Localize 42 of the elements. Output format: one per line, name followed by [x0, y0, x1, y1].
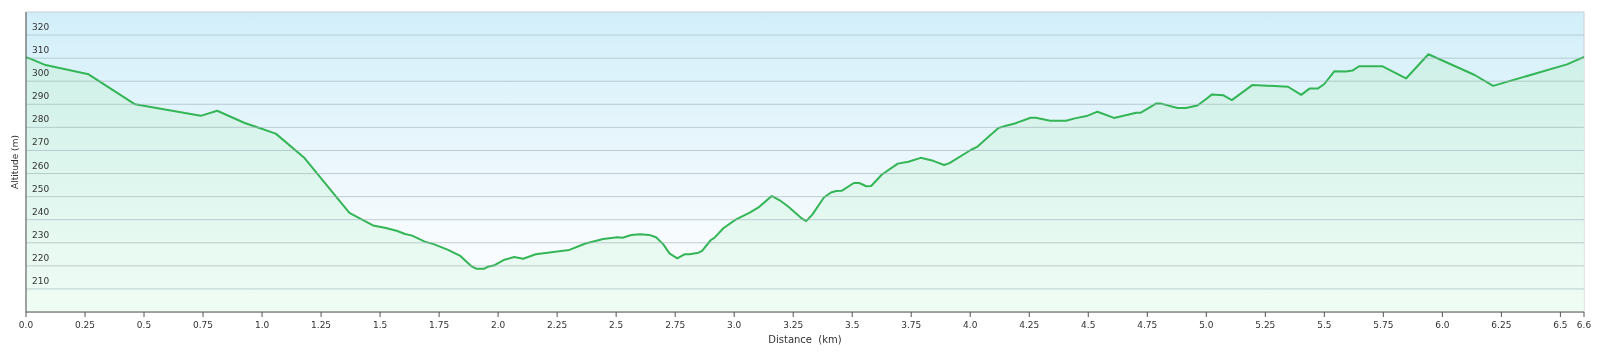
y-tick-label: 300 [32, 68, 50, 79]
y-tick-label: 260 [32, 160, 50, 171]
x-axis-title: Distance (km) [768, 334, 842, 345]
x-tick-label: 0.25 [74, 320, 96, 330]
y-tick-label: 270 [32, 137, 50, 148]
x-tick-label: 2.25 [547, 320, 568, 330]
x-tick-label: 5.25 [1255, 320, 1276, 330]
x-tick-label: 3.5 [845, 320, 860, 330]
y-tick-label: 230 [32, 229, 50, 240]
y-tick-label: 310 [32, 45, 50, 56]
x-tick-label: 5.75 [1373, 320, 1394, 330]
x-tick-label: 1.75 [429, 320, 450, 330]
x-tick-label: 4.75 [1137, 320, 1158, 330]
x-tick-label: 6.6 [1576, 320, 1592, 330]
y-tick-label: 220 [32, 252, 50, 263]
x-tick-label: 0.0 [18, 320, 34, 330]
x-tick-label: 3.75 [901, 320, 922, 330]
x-tick-label: 2.5 [608, 320, 624, 330]
x-tick-label: 4.5 [1081, 320, 1096, 330]
y-tick-label: 280 [32, 114, 50, 125]
y-tick-label: 250 [32, 183, 50, 194]
x-tick-label: 4.0 [963, 320, 978, 330]
x-tick-label: 5.0 [1199, 320, 1214, 330]
y-tick-label: 320 [32, 22, 50, 33]
x-tick-label: 1.0 [254, 320, 270, 330]
x-tick-label: 3.0 [727, 320, 742, 330]
x-tick-label: 6.0 [1435, 320, 1450, 330]
x-tick-label: 2.75 [665, 320, 686, 330]
x-tick-label: 1.5 [372, 320, 388, 330]
y-tick-label: 290 [32, 91, 50, 102]
x-tick-label: 3.25 [783, 320, 804, 330]
y-tick-label: 210 [32, 275, 50, 286]
x-tick-label: 2.0 [490, 320, 506, 330]
y-tick-label: 240 [32, 206, 50, 217]
x-tick-label: 0.5 [136, 320, 152, 330]
y-axis-title: Altitude (m) [10, 135, 20, 189]
x-tick-label: 6.25 [1491, 320, 1512, 330]
x-tick-label: 1.25 [311, 320, 332, 330]
x-tick-label: 5.5 [1317, 320, 1332, 330]
x-tick-label: 4.25 [1019, 320, 1040, 330]
x-tick-label: 0.75 [193, 320, 214, 330]
x-tick-label: 6.5 [1553, 320, 1568, 330]
